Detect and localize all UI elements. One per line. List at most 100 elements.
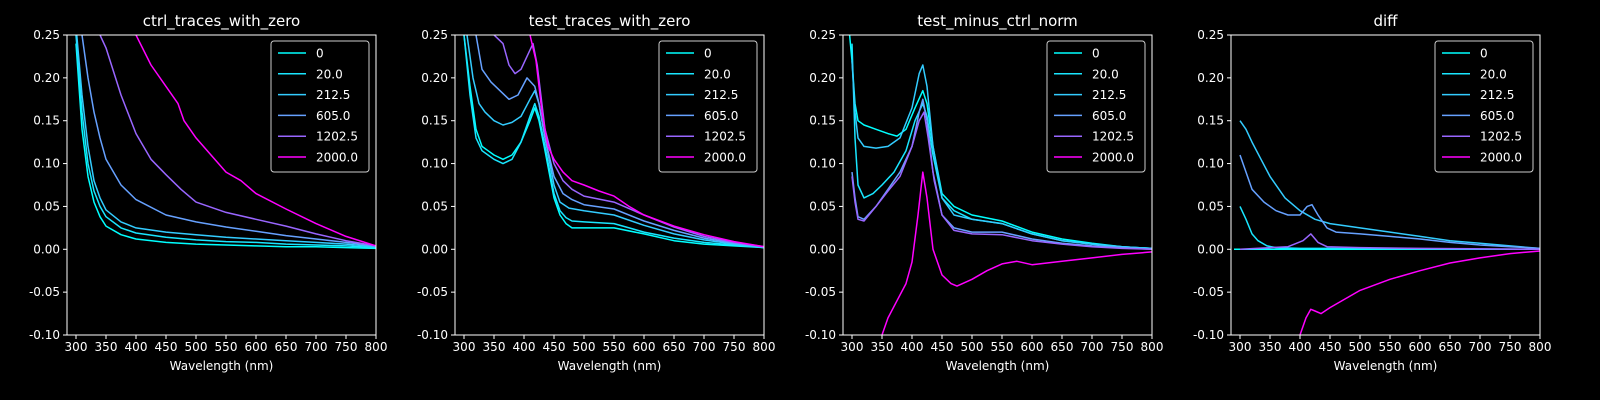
x-tick-label: 450 — [1319, 340, 1342, 354]
series-line — [1299, 250, 1540, 335]
x-tick-label: 550 — [215, 340, 238, 354]
series-lines — [848, 35, 1152, 335]
legend-label: 212.5 — [316, 88, 350, 102]
y-tick-label: 0.15 — [809, 114, 836, 128]
y-tick-label: 0.05 — [33, 199, 60, 213]
x-tick-label: 500 — [573, 340, 596, 354]
x-tick-label: 550 — [991, 340, 1014, 354]
x-tick-label: 450 — [543, 340, 566, 354]
x-axis-label: Wavelength (nm) — [1334, 359, 1438, 373]
y-tick-label: -0.10 — [805, 328, 836, 342]
series-line — [851, 60, 1152, 250]
chart-panel: 300 350 400 450 500 550 600 650 700 750 800 0.25 0.2… — [29, 12, 388, 373]
series-line — [99, 35, 376, 247]
x-tick-label: 300 — [65, 340, 88, 354]
chart-panel: 300 350 400 450 500 550 600 650 700 750 800 0.25 0.2… — [805, 12, 1164, 373]
legend: 0 20.0 212.5 605.0 1202.5 2000.0 — [1046, 40, 1146, 173]
x-tick-label: 800 — [1529, 340, 1552, 354]
x-tick-label: 700 — [305, 340, 328, 354]
y-tick-label: 0.25 — [421, 28, 448, 42]
legend-label: 20.0 — [1092, 67, 1119, 81]
plot-frame — [66, 34, 377, 336]
x-tick-label: 350 — [483, 340, 506, 354]
x-tick-label: 750 — [1499, 340, 1522, 354]
x-tick-label: 450 — [155, 340, 178, 354]
y-tick-label: 0.10 — [809, 157, 836, 171]
plot-frame — [454, 34, 765, 336]
y-tick-label: -0.10 — [29, 328, 60, 342]
legend-label: 605.0 — [704, 109, 738, 123]
y-tick-label: 0.00 — [33, 242, 60, 256]
legend: 0 20.0 212.5 605.0 1202.5 2000.0 — [1434, 40, 1534, 173]
x-tick-label: 350 — [871, 340, 894, 354]
chart-panel: 300 350 400 450 500 550 600 650 700 750 800 0.25 0.2… — [1193, 12, 1552, 373]
series-line — [1239, 233, 1540, 251]
plot-frame — [842, 34, 1153, 336]
series-line — [1239, 154, 1540, 250]
chart-title: diff — [1373, 12, 1398, 30]
x-tick-label: 700 — [1469, 340, 1492, 354]
legend-label: 2000.0 — [704, 151, 746, 165]
y-tick-label: 0.20 — [809, 71, 836, 85]
x-tick-label: 650 — [663, 340, 686, 354]
legend-label: 2000.0 — [1480, 151, 1522, 165]
x-tick-label: 600 — [1409, 340, 1432, 354]
x-tick-label: 600 — [633, 340, 656, 354]
x-tick-label: 400 — [125, 340, 148, 354]
legend-label: 605.0 — [1480, 109, 1514, 123]
x-tick-label: 300 — [841, 340, 864, 354]
y-tick-label: 0.15 — [1197, 114, 1224, 128]
legend-label: 1202.5 — [316, 130, 358, 144]
x-tick-label: 300 — [1229, 340, 1252, 354]
legend-label: 20.0 — [1480, 67, 1507, 81]
series-line — [75, 35, 376, 249]
x-tick-label: 400 — [513, 340, 536, 354]
x-tick-label: 350 — [95, 340, 118, 354]
legend-label: 212.5 — [704, 88, 738, 102]
y-tick-label: 0.25 — [33, 28, 60, 42]
y-tick-label: 0.20 — [421, 71, 448, 85]
series-line — [881, 171, 1152, 335]
series-lines — [1234, 120, 1540, 335]
y-tick-label: 0.05 — [809, 199, 836, 213]
legend-label: 1202.5 — [1092, 130, 1134, 144]
x-tick-label: 800 — [365, 340, 388, 354]
legend-label: 0 — [1480, 47, 1488, 61]
x-tick-label: 650 — [275, 340, 298, 354]
legend-label: 0 — [316, 47, 324, 61]
y-tick-label: 0.25 — [1197, 28, 1224, 42]
x-tick-label: 400 — [901, 340, 924, 354]
legend-label: 0 — [1092, 47, 1100, 61]
y-tick-label: -0.05 — [29, 285, 60, 299]
x-tick-label: 750 — [1111, 340, 1134, 354]
legend-label: 605.0 — [316, 109, 350, 123]
y-tick-label: 0.10 — [33, 157, 60, 171]
legend-label: 1202.5 — [704, 130, 746, 144]
x-tick-label: 500 — [185, 340, 208, 354]
x-tick-label: 550 — [1379, 340, 1402, 354]
legend-label: 1202.5 — [1480, 130, 1522, 144]
series-line — [81, 35, 376, 247]
legend-label: 212.5 — [1092, 88, 1126, 102]
chart-title: ctrl_traces_with_zero — [143, 12, 300, 31]
y-tick-label: -0.05 — [417, 285, 448, 299]
y-tick-label: 0.05 — [1197, 199, 1224, 213]
x-axis-label: Wavelength (nm) — [170, 359, 274, 373]
x-tick-label: 700 — [1081, 340, 1104, 354]
legend-label: 20.0 — [316, 67, 343, 81]
series-line — [75, 35, 376, 248]
y-tick-label: 0.10 — [1197, 157, 1224, 171]
x-tick-label: 650 — [1051, 340, 1074, 354]
legend-label: 0 — [704, 47, 712, 61]
x-axis-label: Wavelength (nm) — [946, 359, 1050, 373]
y-tick-label: -0.10 — [1193, 328, 1224, 342]
x-tick-label: 750 — [723, 340, 746, 354]
x-tick-label: 750 — [335, 340, 358, 354]
y-tick-label: 0.10 — [421, 157, 448, 171]
y-tick-label: -0.05 — [805, 285, 836, 299]
series-line — [463, 35, 764, 249]
x-tick-label: 600 — [1021, 340, 1044, 354]
x-tick-label: 450 — [931, 340, 954, 354]
